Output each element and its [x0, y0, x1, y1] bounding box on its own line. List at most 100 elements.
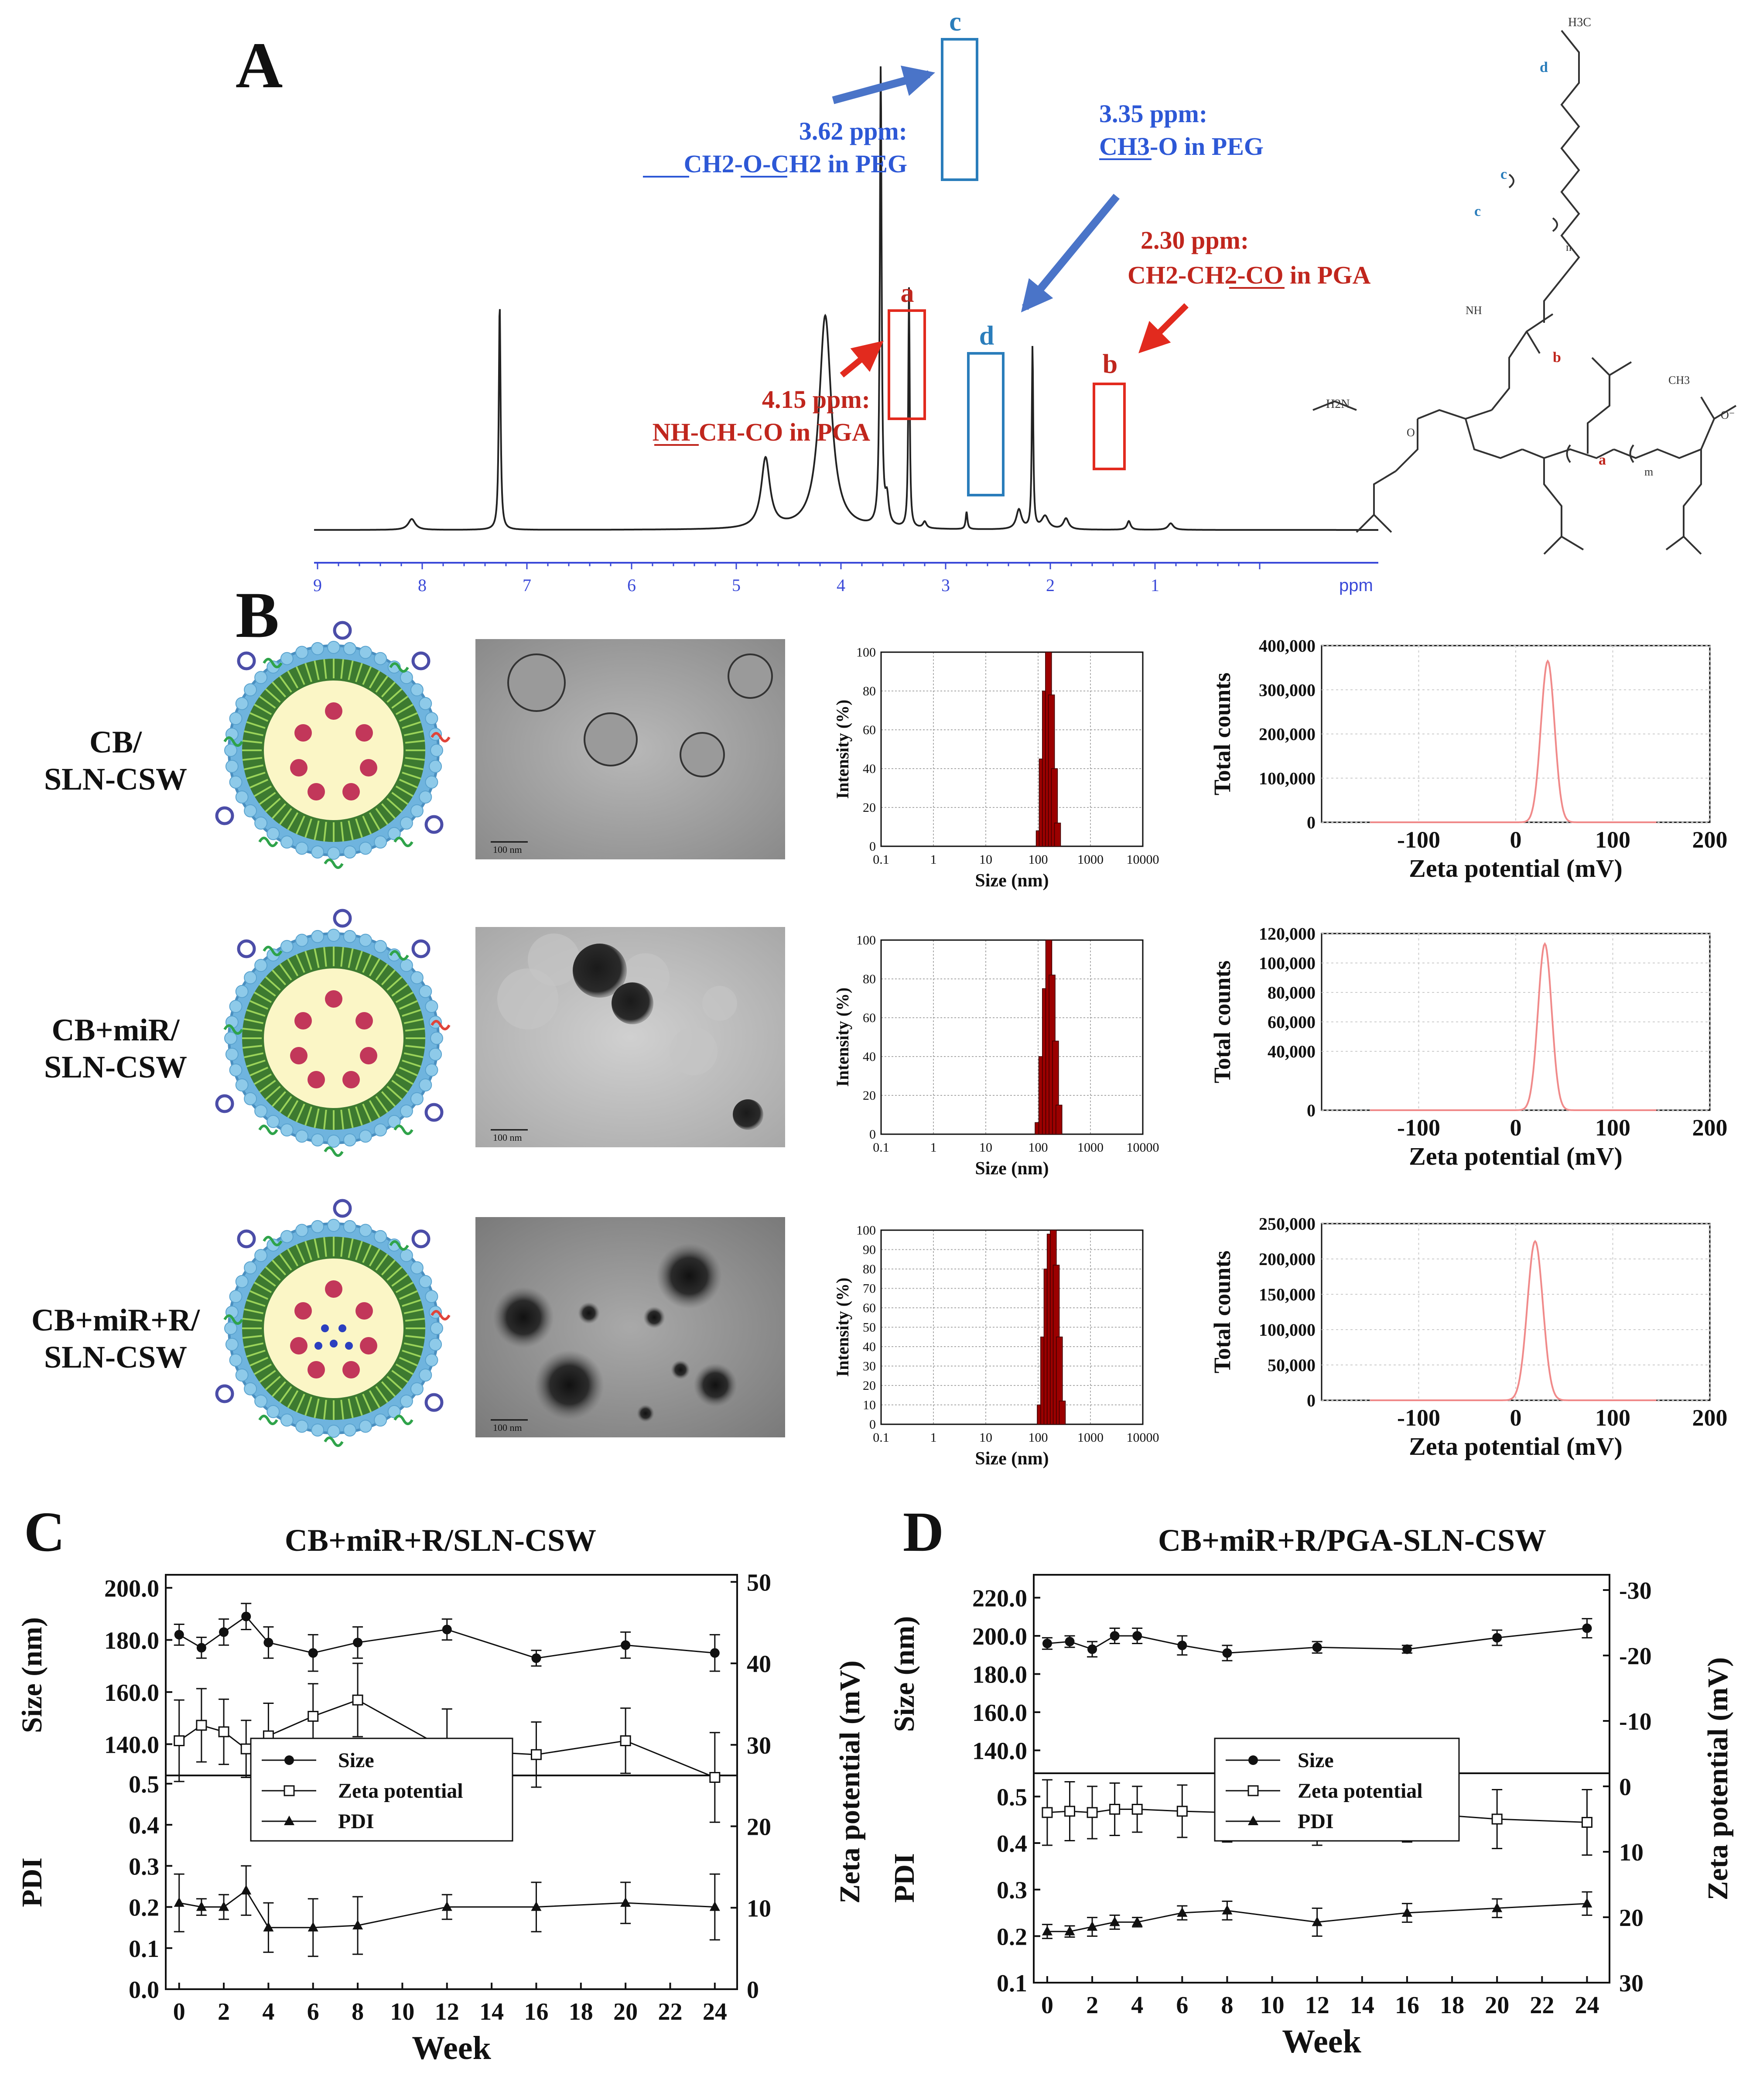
surface-chain: [389, 950, 409, 961]
dls-xtick-label: 10: [979, 1430, 992, 1445]
dls-histogram: 0 20 40 60 80 100 0.1 1 10 100 1000 10000 Intensity …: [833, 933, 1159, 1179]
surface-chain: [324, 1436, 344, 1447]
headgroup: [295, 646, 309, 659]
tem-particle: [694, 1363, 737, 1407]
dls-ytick-label: 20: [863, 1378, 876, 1393]
x-axis-label: Week: [1282, 2023, 1361, 2060]
row-label-line2: SLN-CSW: [44, 1340, 187, 1375]
peak-box-b: [1093, 383, 1126, 470]
zeta-xlabel: Zeta potential (mV): [1409, 854, 1623, 882]
x-tick-label: 22: [658, 1998, 682, 2025]
drug-dot: [308, 1071, 325, 1088]
size-marker: [1222, 1648, 1232, 1658]
lipid-tail: [295, 666, 305, 685]
x-tick-label: 6: [1176, 1992, 1188, 2019]
x-tick-label: 22: [1530, 1992, 1554, 2019]
headgroup: [425, 1063, 438, 1077]
x-tick-label: 20: [613, 1998, 638, 2025]
lipid-tail: [271, 1259, 287, 1276]
headgroup: [400, 1104, 413, 1118]
size-marker: [442, 1625, 452, 1635]
lipid-tail: [348, 660, 354, 681]
pdi-tick-label: 0.2: [997, 1923, 1027, 1950]
peak-box-b-letter: b: [1103, 349, 1117, 379]
zeta-tick-label: 0: [1619, 1774, 1631, 1801]
lipid-tail: [399, 1000, 418, 1010]
pdi-marker: [531, 1901, 542, 1911]
drug-dot: [360, 1337, 377, 1354]
pdi-marker: [709, 1901, 720, 1911]
tem-particle: [643, 1307, 665, 1328]
pdi-marker: [441, 1901, 452, 1911]
headgroup: [254, 671, 268, 684]
lipid-tail: [249, 1290, 269, 1300]
lipid-tail: [386, 797, 403, 813]
lipid-tail: [242, 1335, 263, 1339]
ligand-ring: [424, 815, 444, 834]
size-marker: [710, 1648, 720, 1658]
headgroup: [410, 1092, 424, 1105]
zeta-ytick-label: 100,000: [1259, 954, 1316, 973]
tem-background-blob: [670, 1027, 718, 1075]
headgroup: [430, 744, 443, 757]
drug-dot: [325, 990, 342, 1008]
lipid-tail: [362, 1393, 372, 1413]
tem-particle: [578, 1302, 600, 1324]
size-axis-label: Size (nm): [16, 1617, 48, 1733]
dls-bar: [1056, 1105, 1063, 1135]
tem-particle: [680, 732, 725, 777]
annot-b-line1: 2.30 ppm:: [1141, 226, 1249, 254]
peak-box-a: [888, 309, 926, 420]
dls-xlabel: Size (nm): [975, 1159, 1049, 1179]
size-marker: [1492, 1633, 1502, 1643]
dls-histogram: 0 10 20 30 40 50 60 70 80 90 100 0.1 1 10 100 1000 10000…: [833, 1223, 1159, 1469]
lipid-tail: [381, 1381, 396, 1397]
ligand-ring: [424, 1103, 444, 1122]
zeta-marker: [620, 1735, 631, 1746]
dls-ytick-label: 80: [863, 1262, 876, 1276]
lipid-tail: [402, 1299, 421, 1307]
x-tick-label: 10: [390, 1998, 414, 2025]
panel-b-letter: B: [236, 579, 279, 651]
lipid-tail: [304, 1241, 312, 1260]
size-marker: [1110, 1631, 1120, 1641]
size-marker: [1087, 1644, 1097, 1654]
size-marker: [1312, 1642, 1322, 1652]
row-label-line1: CB/: [89, 725, 142, 759]
surface-chain: [393, 1125, 413, 1135]
lipid-tail: [386, 1085, 403, 1101]
zeta-marker: [1581, 1817, 1592, 1828]
core: [264, 968, 403, 1108]
surface-chain: [258, 1125, 278, 1135]
peak-box-d: [967, 352, 1005, 496]
struct-label-d: d: [1540, 59, 1548, 75]
struct-label-c2: c: [1474, 203, 1481, 219]
zeta-tick-label: 10: [1619, 1839, 1644, 1866]
zeta-marker: [352, 1694, 363, 1706]
pdi-marker: [263, 1922, 274, 1932]
zeta-xtick-label: 100: [1595, 827, 1630, 853]
headgroup: [311, 930, 325, 943]
tem-background-blob: [702, 986, 737, 1021]
chart-title: CB+miR+R/PGA-SLN-CSW: [1158, 1523, 1546, 1558]
dls-xtick-label: 1: [930, 852, 937, 867]
arrow-to-c: [832, 65, 935, 104]
headgroup: [244, 804, 257, 817]
headgroup: [374, 835, 387, 849]
ligand-ring: [333, 621, 352, 640]
headgroup: [244, 971, 257, 985]
x-tick-label: 12: [1305, 1992, 1329, 2019]
nmr-tick-label: 9: [313, 575, 322, 595]
dls-xtick-label: 100: [1029, 1140, 1048, 1155]
headgroup: [229, 1000, 243, 1013]
lipid-tail: [405, 740, 425, 744]
pdi-tick-label: 0.3: [129, 1853, 159, 1880]
headgroup: [225, 759, 239, 773]
size-tick-label: 200.0: [104, 1575, 159, 1602]
lipid-tail: [287, 958, 299, 977]
headgroup: [224, 1032, 237, 1045]
lipid-tail: [386, 976, 403, 991]
dls-ylabel: Intensity (%): [833, 1278, 852, 1377]
lipid-tail: [259, 983, 276, 997]
